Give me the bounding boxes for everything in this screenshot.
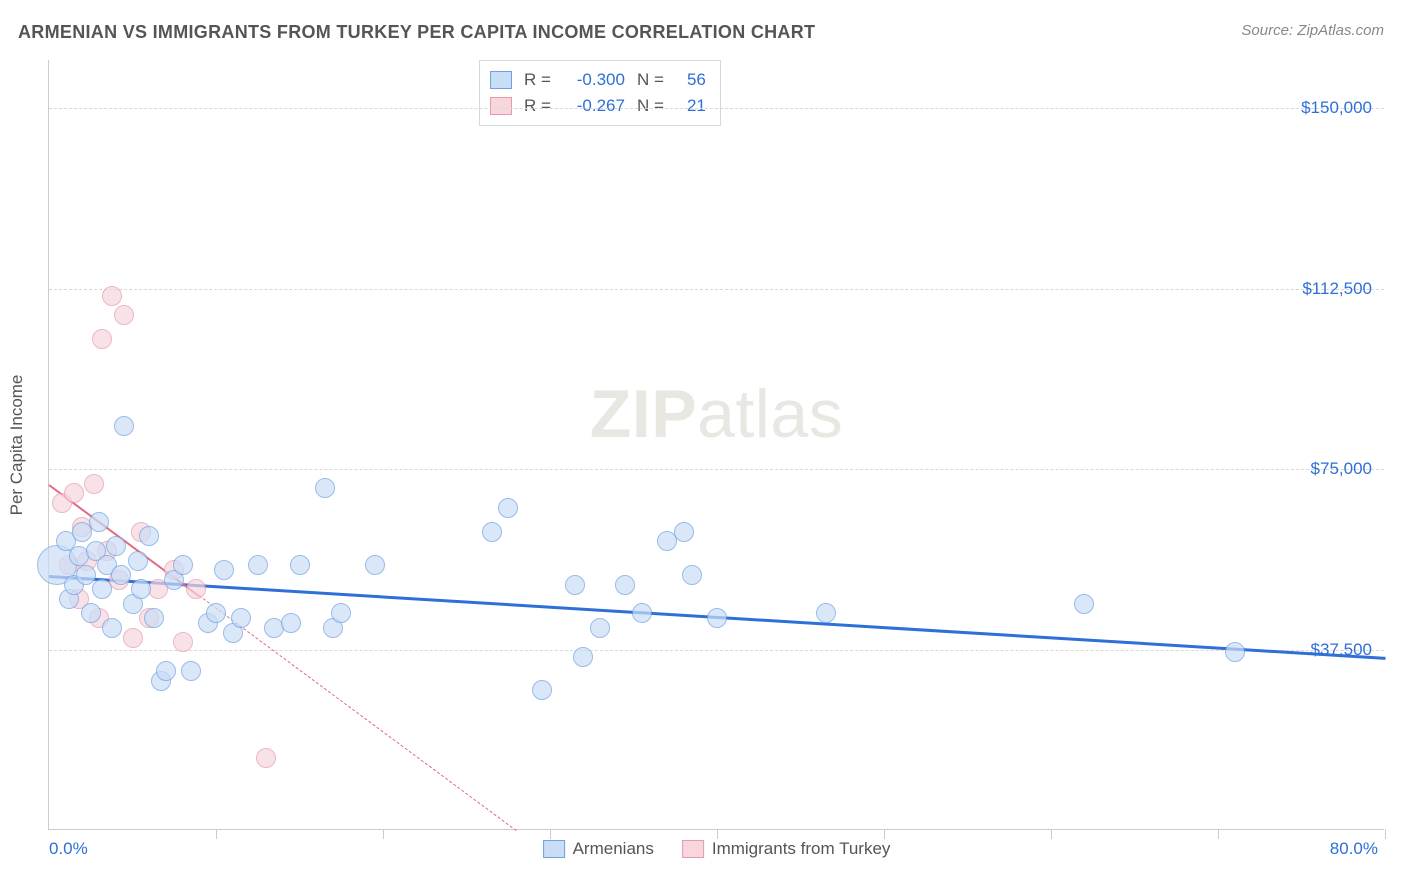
stat-row: R = -0.300 N = 56 [490,67,706,93]
data-point [186,579,206,599]
x-axis-min-label: 0.0% [49,839,88,859]
gridline [49,108,1384,109]
r-label: R = [524,93,551,119]
data-point [816,603,836,623]
data-point [682,565,702,585]
r-label: R = [524,67,551,93]
data-point [123,628,143,648]
data-point [181,661,201,681]
data-point [92,329,112,349]
data-point [482,522,502,542]
x-tick [216,829,217,839]
source-value: ZipAtlas.com [1297,22,1384,39]
plot-area: ZIPatlas Per Capita Income R = -0.300 N … [48,60,1384,830]
watermark-part-1: ZIP [590,376,697,452]
gridline [49,469,1384,470]
data-point [102,618,122,638]
data-point [1225,642,1245,662]
gridline [49,289,1384,290]
stat-row: R = -0.267 N = 21 [490,93,706,119]
legend-label-turkey: Immigrants from Turkey [712,839,891,859]
n-value-armenians: 56 [672,67,706,93]
y-axis-title: Per Capita Income [7,374,27,515]
data-point [498,498,518,518]
data-point [173,632,193,652]
y-tick-label: $75,000 [1311,459,1372,479]
data-point [615,575,635,595]
gridline [49,650,1384,651]
data-point [81,603,101,623]
data-point [114,416,134,436]
x-tick [1385,829,1386,839]
y-tick-label: $112,500 [1302,279,1372,299]
data-point [206,603,226,623]
correlation-stats-box: R = -0.300 N = 56 R = -0.267 N = 21 [479,60,721,126]
source-attribution: Source: ZipAtlas.com [1241,22,1384,39]
data-point [111,565,131,585]
x-tick [383,829,384,839]
watermark: ZIPatlas [590,375,843,453]
n-value-turkey: 21 [672,93,706,119]
data-point [231,608,251,628]
data-point [281,613,301,633]
data-point [290,555,310,575]
trend-line [199,595,517,831]
x-axis-max-label: 80.0% [1330,839,1378,859]
legend-swatch-turkey [682,840,704,858]
data-point [315,478,335,498]
r-value-armenians: -0.300 [559,67,625,93]
legend-label-armenians: Armenians [573,839,654,859]
data-point [590,618,610,638]
data-point [1074,594,1094,614]
data-point [214,560,234,580]
data-point [565,575,585,595]
watermark-part-2: atlas [697,376,843,452]
r-value-turkey: -0.267 [559,93,625,119]
series-legend: Armenians Immigrants from Turkey [543,839,891,859]
data-point [92,579,112,599]
data-point [131,579,151,599]
data-point [248,555,268,575]
n-label: N = [637,67,664,93]
swatch-armenians [490,71,512,89]
data-point [674,522,694,542]
data-point [64,483,84,503]
data-point [139,526,159,546]
correlation-chart: ARMENIAN VS IMMIGRANTS FROM TURKEY PER C… [0,0,1406,892]
x-tick [884,829,885,839]
data-point [114,305,134,325]
data-point [156,661,176,681]
data-point [173,555,193,575]
data-point [707,608,727,628]
x-tick [1218,829,1219,839]
legend-item-armenians: Armenians [543,839,654,859]
data-point [84,474,104,494]
data-point [365,555,385,575]
data-point [632,603,652,623]
data-point [256,748,276,768]
data-point [331,603,351,623]
data-point [102,286,122,306]
data-point [128,551,148,571]
legend-item-turkey: Immigrants from Turkey [682,839,891,859]
swatch-turkey [490,97,512,115]
x-tick [717,829,718,839]
data-point [89,512,109,532]
x-tick [1051,829,1052,839]
data-point [573,647,593,667]
x-tick [550,829,551,839]
legend-swatch-armenians [543,840,565,858]
data-point [144,608,164,628]
data-point [106,536,126,556]
data-point [76,565,96,585]
n-label: N = [637,93,664,119]
chart-title: ARMENIAN VS IMMIGRANTS FROM TURKEY PER C… [18,22,815,43]
y-tick-label: $150,000 [1301,98,1372,118]
source-label: Source: [1241,22,1293,39]
data-point [532,680,552,700]
